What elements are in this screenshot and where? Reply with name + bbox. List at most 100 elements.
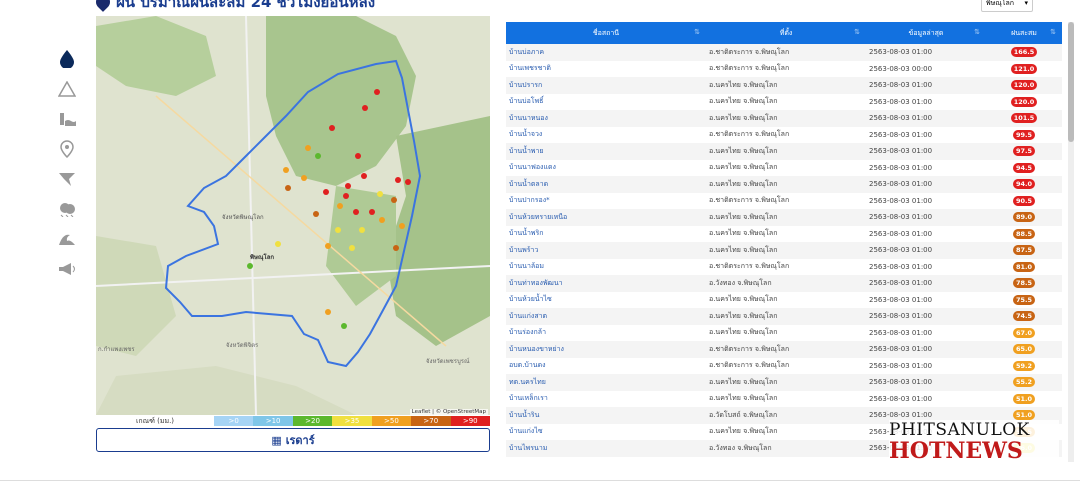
station-location: อ.วังทอง จ.พิษณุโลก <box>709 278 772 287</box>
table-row[interactable]: บ้านน้ำตลาด อ.นครไทย จ.พิษณุโลก 2563-08-03… <box>506 176 1062 193</box>
weather-icon[interactable] <box>56 200 78 218</box>
station-latest-time: 2563-08-03 01:00 <box>869 147 933 156</box>
station-name-link[interactable]: บ้านไพรนาม <box>509 443 548 452</box>
rainfall-badge: 94.5 <box>1012 162 1036 173</box>
page-title-text: ฝน ปริมาณฝนสะสม 24 ชั่วโมงย้อนหลัง <box>116 0 376 11</box>
table-row[interactable]: บ้านพร้าว อ.นครไทย จ.พิษณุโลก 2563-08-03 0… <box>506 242 1062 259</box>
station-name-link[interactable]: อบต.บ้านดง <box>509 361 546 370</box>
station-name-link[interactable]: บ้านปรารก <box>509 80 543 89</box>
station-name-link[interactable]: บ้านปากรอง* <box>509 196 550 205</box>
station-location: อ.ชาติตระการ จ.พิษณุโลก <box>709 196 790 205</box>
station-name-link[interactable]: บ้านแก่งสาต <box>509 311 548 320</box>
station-name-link[interactable]: บ้านแก่งไซ <box>509 427 543 436</box>
map-label-city: พิษณุโลก <box>250 254 275 261</box>
table-row[interactable]: บ้านน้ำจวง อ.ชาติตระการ จ.พิษณุโลก 2563-08… <box>506 127 1062 144</box>
table-row[interactable]: บ้านนาหนอง อ.นครไทย จ.พิษณุโลก 2563-08-03 … <box>506 110 1062 127</box>
rainfall-cell: 94.5 <box>986 160 1062 177</box>
rainfall-cell: 101.5 <box>986 110 1062 127</box>
table-row[interactable]: บ้านห้วยทรายเหนือ อ.นครไทย จ.พิษณุโลก 2563… <box>506 209 1062 226</box>
map-canvas <box>96 16 490 415</box>
triangle-icon[interactable] <box>56 80 78 98</box>
station-latest-time: 2563-08-03 01:00 <box>869 130 933 139</box>
station-name-link[interactable]: บ้านเหล็กเรา <box>509 394 548 403</box>
station-name-link[interactable]: บ้านพร้าว <box>509 245 539 254</box>
table-row[interactable]: บ้านเพชรชาติ อ.ชาติตระการ จ.พิษณุโลก 2563-… <box>506 61 1062 78</box>
table-row[interactable]: บ้านน้ำพริก อ.นครไทย จ.พิษณุโลก 2563-08-03… <box>506 226 1062 243</box>
station-location: อ.นครไทย จ.พิษณุโลก <box>709 113 778 122</box>
station-name-link[interactable]: บ้านน้ำจวง <box>509 130 543 139</box>
rainfall-cell: 87.5 <box>986 242 1062 259</box>
table-row[interactable]: บ้านนาล้อม อ.ชาติตระการ จ.พิษณุโลก 2563-08… <box>506 259 1062 276</box>
table-row[interactable]: บ้านปรารก อ.นครไทย จ.พิษณุโลก 2563-08-03 0… <box>506 77 1062 94</box>
rainfall-cell: 74.5 <box>986 308 1062 325</box>
rainfall-cell: 51.0 <box>986 391 1062 408</box>
station-latest-time: 2563-08-03 01:00 <box>869 213 933 222</box>
column-header-station[interactable]: ชื่อสถานี ⇅ <box>506 22 706 44</box>
rainfall-cell: 89.0 <box>986 209 1062 226</box>
table-row[interactable]: บ้านเหล็กเรา อ.นครไทย จ.พิษณุโลก 2563-08-0… <box>506 391 1062 408</box>
rainfall-badge: 81.0 <box>1012 261 1036 272</box>
rain-drop-icon[interactable] <box>56 50 78 68</box>
station-location: อ.นครไทย จ.พิษณุโลก <box>709 328 778 337</box>
water-level-icon[interactable] <box>56 110 78 128</box>
table-row[interactable]: บ้านนาฟองแดง อ.นครไทย จ.พิษณุโลก 2563-08-0… <box>506 160 1062 177</box>
column-header-location[interactable]: ที่ตั้ง ⇅ <box>706 22 866 44</box>
column-header-latest[interactable]: ข้อมูลล่าสุด ⇅ <box>866 22 986 44</box>
station-name-link[interactable]: บ้านน้ำตลาด <box>509 179 549 188</box>
legend-swatch: >50 <box>371 416 412 426</box>
table-row[interactable]: บ้านท่าทองพัฒนา อ.วังทอง จ.พิษณุโลก 2563-0… <box>506 275 1062 292</box>
table-row[interactable]: บ้านห้วยน้ำไซ อ.นครไทย จ.พิษณุโลก 2563-08-… <box>506 292 1062 309</box>
rain-map[interactable]: จังหวัดพิษณุโลก พิษณุโลก จังหวัดพิจิตร จ… <box>96 16 490 415</box>
province-select[interactable]: พิษณุโลก ▾ <box>981 0 1033 12</box>
station-name-link[interactable]: บ้านร่องกล้า <box>509 328 546 337</box>
station-name-link[interactable]: บ้านน้ำริน <box>509 410 540 419</box>
rainfall-cell: 166.5 <box>986 44 1062 61</box>
table-row[interactable]: บ้านน้ำพาย อ.นครไทย จ.พิษณุโลก 2563-08-03 … <box>506 143 1062 160</box>
station-name-link[interactable]: บ้านบ่อภาค <box>509 47 545 56</box>
station-latest-time: 2563-08-03 01:00 <box>869 229 933 238</box>
table-row[interactable]: บ้านน้ำริน อ.วัดโบสถ์ จ.พิษณุโลก 2563-08-0… <box>506 407 1062 424</box>
table-row[interactable]: อบต.บ้านดง อ.ชาติตระการ จ.พิษณุโลก 2563-08… <box>506 358 1062 375</box>
table-scrollbar[interactable] <box>1068 22 1074 462</box>
station-location: อ.วังทอง จ.พิษณุโลก <box>709 443 772 452</box>
station-name-link[interactable]: บ้านท่าทองพัฒนา <box>509 278 563 287</box>
column-header-rainfall[interactable]: ฝนสะสม ⇅ <box>986 22 1062 44</box>
station-name-link[interactable]: บ้านห้วยน้ำไซ <box>509 295 552 304</box>
station-location: อ.ชาติตระการ จ.พิษณุโลก <box>709 262 790 271</box>
rainfall-cell: 51.0 <box>986 407 1062 424</box>
legend-swatch: >0 <box>214 416 254 426</box>
table-row[interactable]: ทต.นครไทย อ.นครไทย จ.พิษณุโลก 2563-08-03 0… <box>506 374 1062 391</box>
storm-icon[interactable] <box>56 170 78 188</box>
table-row[interactable]: บ้านบ่อภาค อ.ชาติตระการ จ.พิษณุโลก 2563-08… <box>506 44 1062 61</box>
rainfall-badge: 65.0 <box>1012 344 1036 355</box>
table-row[interactable]: บ้านปากรอง* อ.ชาติตระการ จ.พิษณุโลก 2563-0… <box>506 193 1062 210</box>
legend-swatch: >35 <box>332 416 372 426</box>
map-legend: เกณฑ์ (มม.) >0 >10 >20 >35 >50 >70 >90 <box>96 416 490 426</box>
station-location: อ.นครไทย จ.พิษณุโลก <box>709 311 778 320</box>
station-name-link[interactable]: บ้านน้ำพาย <box>509 146 544 155</box>
scrollbar-thumb[interactable] <box>1068 22 1074 142</box>
station-name-link[interactable]: บ้านนาหนอง <box>509 113 548 122</box>
table-row[interactable]: บ้านหนองขาหย่าง อ.ชาติตระการ จ.พิษณุโลก 25… <box>506 341 1062 358</box>
station-location: อ.วัดโบสถ์ จ.พิษณุโลก <box>709 410 778 419</box>
table-row[interactable]: บ้านแก่งสาต อ.นครไทย จ.พิษณุโลก 2563-08-03… <box>506 308 1062 325</box>
megaphone-icon[interactable] <box>56 260 78 278</box>
station-name-link[interactable]: บ้านเพชรชาติ <box>509 64 551 73</box>
station-name-link[interactable]: บ้านนาล้อม <box>509 262 544 271</box>
wave-icon[interactable] <box>56 230 78 248</box>
column-header-label: ที่ตั้ง <box>779 28 793 37</box>
radar-button[interactable]: ▦ เรดาร์ <box>96 428 490 452</box>
table-row[interactable]: บ้านร่องกล้า อ.นครไทย จ.พิษณุโลก 2563-08-0… <box>506 325 1062 342</box>
station-name-link[interactable]: บ้านห้วยทรายเหนือ <box>509 212 568 221</box>
station-name-link[interactable]: บ้านหนองขาหย่าง <box>509 344 564 353</box>
map-attribution[interactable]: Leaflet | © OpenStreetMap <box>409 409 488 415</box>
station-name-link[interactable]: ทต.นครไทย <box>509 377 546 386</box>
table-row[interactable]: บ้านบ่อโพธิ์ อ.นครไทย จ.พิษณุโลก 2563-08-0… <box>506 94 1062 111</box>
station-name-link[interactable]: บ้านนาฟองแดง <box>509 163 556 172</box>
location-pin-icon[interactable] <box>56 140 78 158</box>
rain-table: ชื่อสถานี ⇅ ที่ตั้ง ⇅ ข้อมูลล่าสุด ⇅ ฝนสะสม… <box>506 22 1062 462</box>
station-name-link[interactable]: บ้านน้ำพริก <box>509 229 544 238</box>
station-name-link[interactable]: บ้านบ่อโพธิ์ <box>509 97 544 106</box>
station-latest-time: 2563-08-03 01:00 <box>869 279 933 288</box>
rainfall-badge: 87.5 <box>1012 245 1036 256</box>
